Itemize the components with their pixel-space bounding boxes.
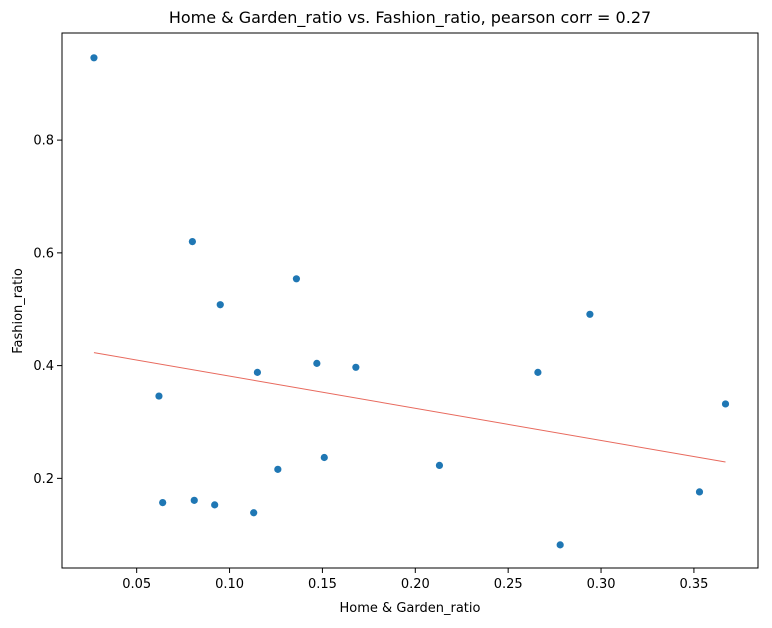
x-axis-label: Home & Garden_ratio <box>340 601 481 616</box>
data-point <box>313 359 321 367</box>
x-tick-label: 0.15 <box>308 577 337 592</box>
trendline-layer <box>93 352 726 463</box>
y-tick-label: 0.6 <box>33 246 54 261</box>
data-point <box>320 453 328 462</box>
data-point <box>721 400 730 408</box>
data-point <box>188 237 196 246</box>
y-tick-label: 0.4 <box>33 359 54 374</box>
trendline <box>93 352 726 463</box>
x-tick-label: 0.35 <box>679 577 708 592</box>
data-point <box>586 310 594 318</box>
x-tick-label: 0.30 <box>587 577 616 592</box>
y-tick-label: 0.2 <box>33 472 54 487</box>
x-tick-label: 0.05 <box>122 577 151 592</box>
chart-title: Home & Garden_ratio vs. Fashion_ratio, p… <box>169 8 651 28</box>
data-point <box>250 509 258 517</box>
data-point <box>292 275 301 283</box>
data-point <box>216 301 224 309</box>
data-point <box>556 541 564 549</box>
data-point <box>155 392 163 400</box>
data-point <box>211 501 219 509</box>
plot-frame <box>61 32 759 569</box>
data-point <box>352 363 360 371</box>
x-tick-label: 0.20 <box>401 577 430 592</box>
data-point <box>253 368 262 376</box>
data-point <box>90 54 98 62</box>
data-point <box>190 496 198 504</box>
x-axis-ticks: 0.05 0.10 0.15 0.20 0.25 0.30 0.35 <box>122 568 708 592</box>
y-tick-label: 0.8 <box>33 134 54 149</box>
data-point <box>159 499 167 507</box>
data-points <box>90 54 730 549</box>
data-point <box>534 368 542 376</box>
x-tick-label: 0.10 <box>215 577 244 592</box>
x-tick-label: 0.25 <box>494 577 523 592</box>
y-axis-ticks: 0.2 0.4 0.6 0.8 <box>33 134 62 487</box>
data-point <box>435 461 444 469</box>
data-point <box>274 465 282 473</box>
y-axis-label: Fashion_ratio <box>11 268 26 354</box>
data-point <box>695 488 704 496</box>
